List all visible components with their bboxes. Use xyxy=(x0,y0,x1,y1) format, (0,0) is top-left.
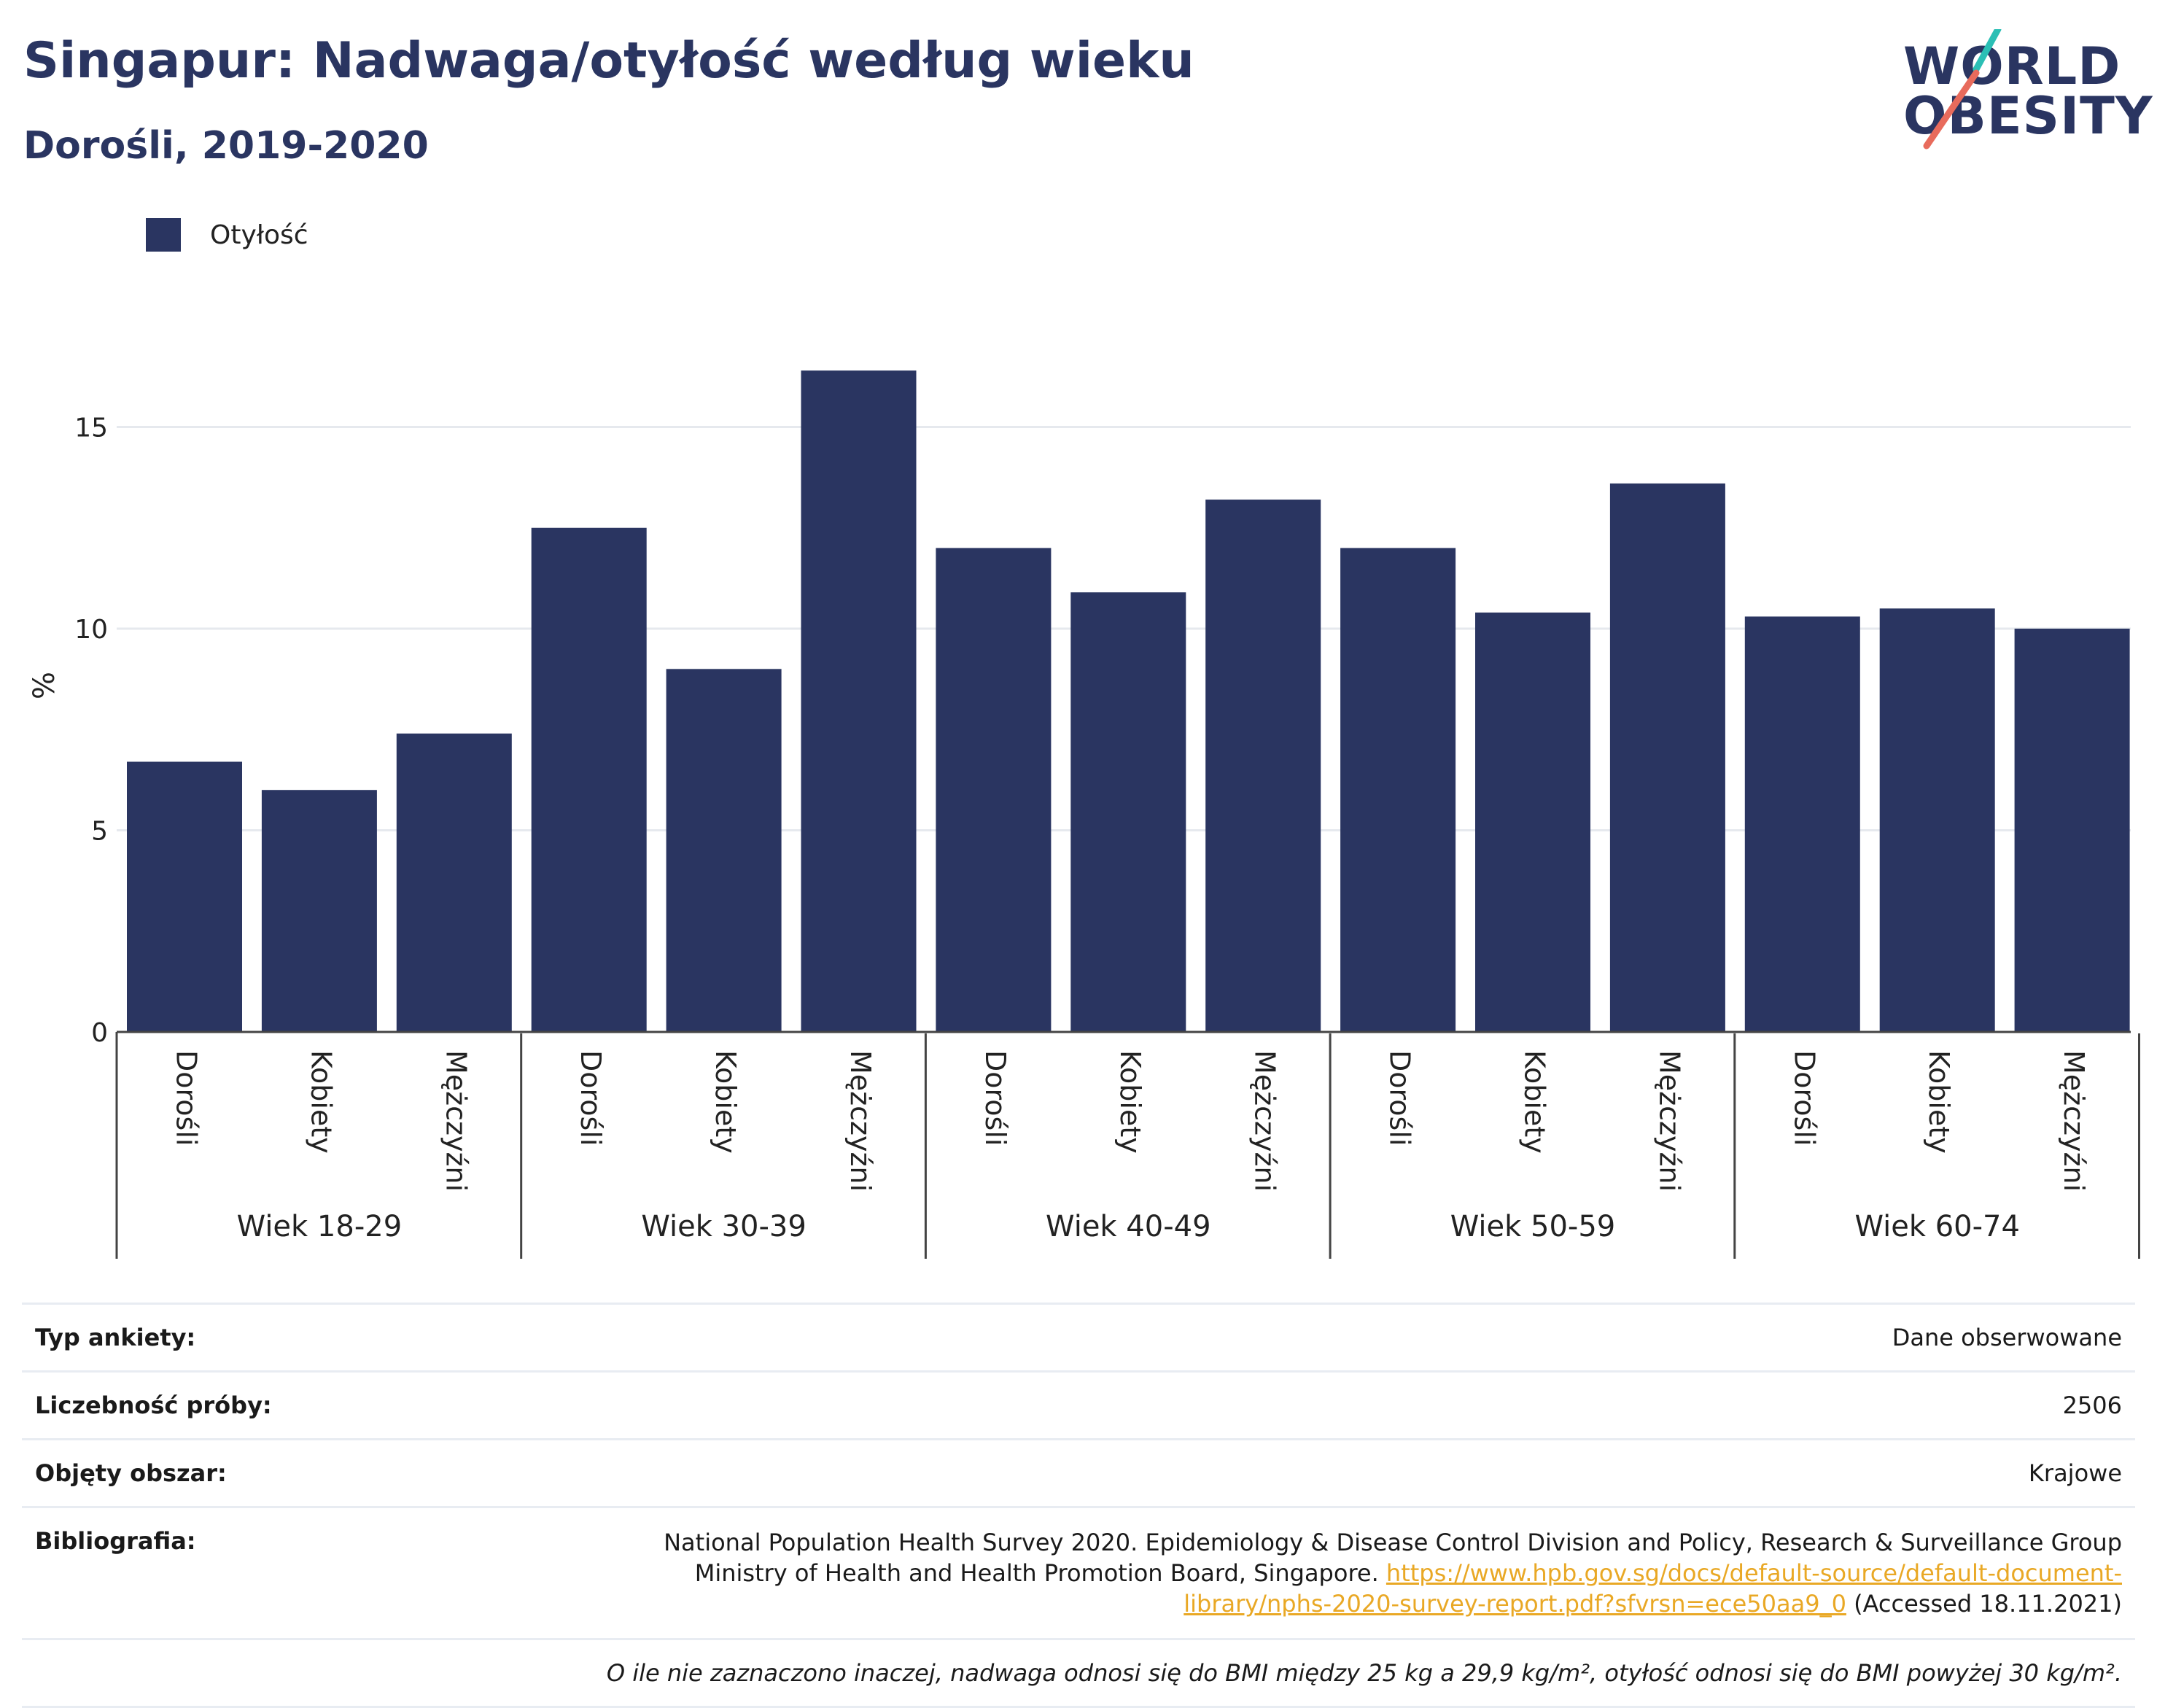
category-label: Mężczyźni xyxy=(1653,1050,1685,1192)
survey-type-label: Typ ankiety: xyxy=(35,1324,196,1351)
bar xyxy=(666,669,782,1032)
group-label: Wiek 40-49 xyxy=(1046,1210,1211,1243)
bar xyxy=(936,548,1052,1032)
category-label: Kobiety xyxy=(710,1050,742,1154)
group-label: Wiek 50-59 xyxy=(1450,1210,1616,1243)
bibliography-text: National Population Health Survey 2020. … xyxy=(664,1529,2122,1587)
category-label: Dorośli xyxy=(979,1050,1011,1146)
bar xyxy=(531,527,647,1032)
info-row-coverage: Objęty obszar: Krajowe xyxy=(22,1438,2135,1506)
group-label: Wiek 30-39 xyxy=(641,1210,807,1243)
bar xyxy=(1879,608,1995,1032)
logo-slash-icon xyxy=(1923,29,2002,150)
bmi-footnote: O ile nie zaznaczono inaczej, nadwaga od… xyxy=(22,1638,2135,1708)
bibliography-value: National Population Health Survey 2020. … xyxy=(591,1527,2135,1619)
category-label: Mężczyźni xyxy=(440,1050,472,1192)
category-label: Mężczyźni xyxy=(844,1050,877,1192)
category-label: Kobiety xyxy=(305,1050,337,1154)
info-row-sample-size: Liczebność próby: 2506 xyxy=(22,1370,2135,1438)
coverage-value: Krajowe xyxy=(2028,1459,2122,1487)
category-label: Kobiety xyxy=(1519,1050,1551,1154)
bar xyxy=(261,790,377,1032)
chart-legend: Otyłość xyxy=(146,217,308,252)
bibliography-label: Bibliografia: xyxy=(35,1527,196,1555)
category-label: Dorośli xyxy=(1788,1050,1820,1146)
bar xyxy=(1475,612,1590,1032)
bar xyxy=(127,761,242,1032)
bar-chart: 0 5 10 15% Dorośli Kobiety Mężczyźni Wiek 18-29… xyxy=(28,370,2140,1259)
coverage-label: Objęty obszar: xyxy=(35,1459,227,1487)
bar xyxy=(1744,616,1860,1032)
bar xyxy=(1205,500,1321,1032)
survey-type-value: Dane obserwowane xyxy=(1892,1324,2122,1351)
category-label: Dorośli xyxy=(171,1050,203,1146)
sample-size-label: Liczebność próby: xyxy=(35,1391,272,1419)
bar xyxy=(396,733,512,1032)
y-axis-label: % xyxy=(28,672,61,699)
bar xyxy=(2014,629,2130,1032)
info-row-survey-type: Typ ankiety: Dane obserwowane xyxy=(22,1303,2135,1370)
group-label: Wiek 60-74 xyxy=(1854,1210,2020,1243)
y-tick-label: 5 xyxy=(91,817,108,847)
bar xyxy=(1070,592,1186,1032)
y-tick-label: 0 xyxy=(91,1018,108,1048)
bar xyxy=(801,370,917,1033)
legend-label: Otyłość xyxy=(210,220,308,250)
y-tick-label: 15 xyxy=(74,414,108,443)
chart-title: Singapur: Nadwaga/otyłość według wieku xyxy=(23,32,1194,90)
category-label: Mężczyźni xyxy=(2058,1050,2090,1192)
category-label: Kobiety xyxy=(1114,1050,1146,1154)
sample-size-value: 2506 xyxy=(2062,1391,2122,1419)
world-obesity-logo: WORLD OBESITY xyxy=(1903,29,2153,160)
category-label: Dorośli xyxy=(575,1050,607,1146)
info-table: Typ ankiety: Dane obserwowane Liczebność… xyxy=(22,1303,2135,1708)
legend-swatch xyxy=(146,218,181,252)
category-label: Mężczyźni xyxy=(1249,1050,1281,1192)
bar xyxy=(1340,548,1456,1032)
bibliography-link[interactable]: https://www.hpb.gov.sg/docs/default-sour… xyxy=(1184,1559,2122,1618)
chart-subtitle: Dorośli, 2019-2020 xyxy=(23,124,429,168)
category-label: Dorośli xyxy=(1384,1050,1416,1146)
group-label: Wiek 18-29 xyxy=(237,1210,403,1243)
y-tick-label: 10 xyxy=(74,615,108,645)
bar xyxy=(1609,483,1725,1032)
info-row-bibliography: Bibliografia: National Population Health… xyxy=(22,1506,2135,1638)
bibliography-accessed: (Accessed 18.11.2021) xyxy=(1854,1590,2122,1618)
logo-line-1: WORLD xyxy=(1903,36,2121,96)
category-label: Kobiety xyxy=(1923,1050,1955,1154)
